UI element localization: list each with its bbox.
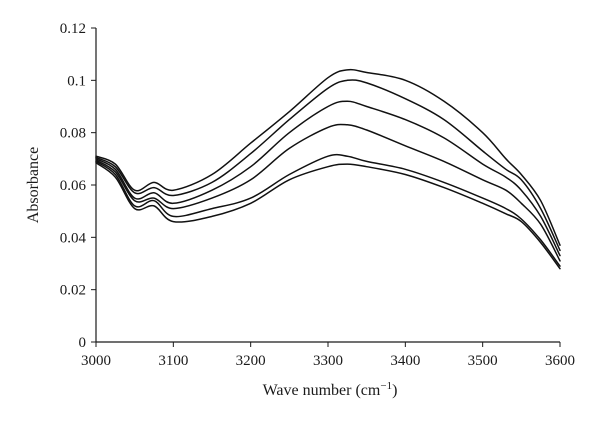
x-tick-label: 3500: [468, 353, 498, 369]
y-tick-label: 0.02: [60, 283, 86, 299]
y-tick-label: 0.08: [60, 126, 86, 142]
y-tick-label: 0.06: [60, 178, 87, 194]
x-axis-title-superscript: −1: [380, 380, 392, 392]
x-axis-title: Wave number (cm−1): [263, 380, 398, 399]
series-line-6: [95, 162, 561, 270]
x-tick-label: 3000: [81, 353, 111, 369]
y-axis-title: Absorbance: [25, 147, 42, 223]
y-tick-label: 0.04: [60, 230, 87, 246]
series-line-4: [95, 123, 561, 262]
x-axis-ticks: 3000 3100 3200 3300 3400 3500 3600: [81, 342, 575, 369]
x-tick-label: 3200: [236, 353, 266, 369]
y-tick-label: 0.1: [67, 73, 86, 89]
x-tick-label: 3400: [390, 353, 420, 369]
y-axis-ticks: 0 0.02 0.04 0.06 0.08 0.1 0.12: [60, 21, 96, 351]
x-tick-label: 3300: [313, 353, 343, 369]
y-tick-label: 0.12: [60, 21, 86, 37]
x-tick-label: 3100: [158, 353, 188, 369]
y-tick-label: 0: [79, 335, 87, 351]
series-line-1: [95, 68, 561, 246]
series-line-5: [95, 153, 561, 267]
series-lines: [95, 68, 561, 270]
series-line-2: [95, 79, 561, 252]
x-tick-label: 3600: [545, 353, 575, 369]
series-line-3: [95, 100, 561, 257]
